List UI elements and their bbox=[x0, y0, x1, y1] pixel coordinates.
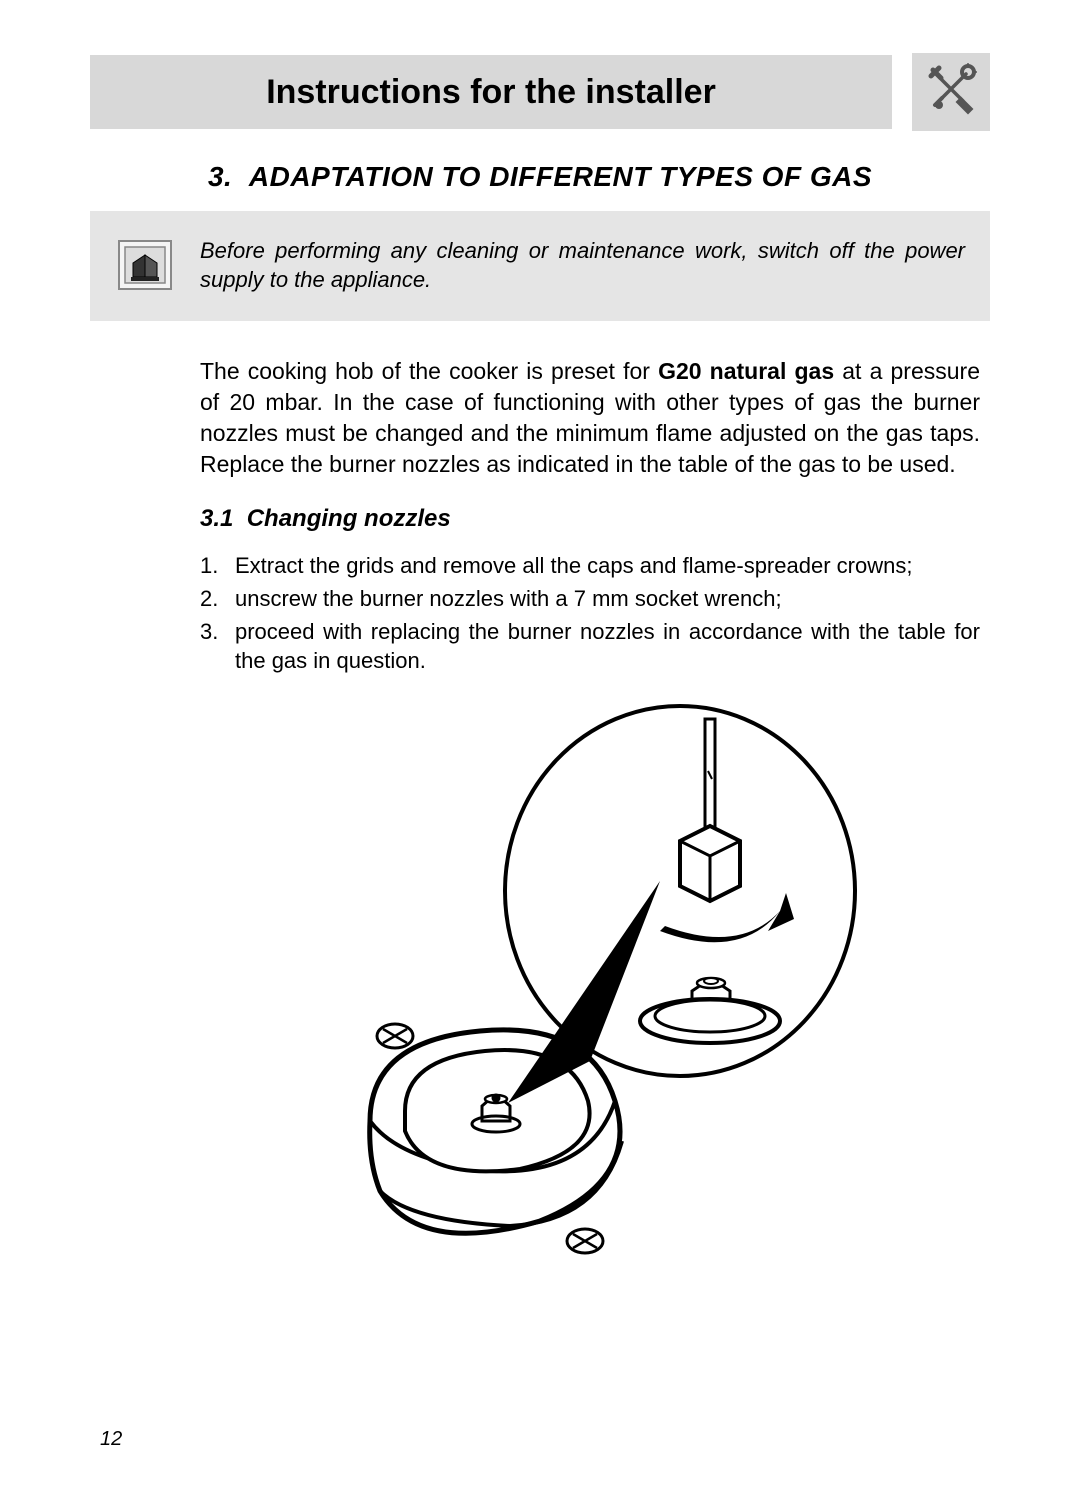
section-title-text: ADAPTATION TO DIFFERENT TYPES OF GAS bbox=[249, 161, 872, 192]
list-item: 1. Extract the grids and remove all the … bbox=[200, 551, 980, 581]
step-number: 2. bbox=[200, 584, 235, 614]
step-text: unscrew the burner nozzles with a 7 mm s… bbox=[235, 584, 980, 614]
step-text: Extract the grids and remove all the cap… bbox=[235, 551, 980, 581]
warning-block: Before performing any cleaning or mainte… bbox=[90, 211, 990, 321]
para-bold: G20 natural gas bbox=[658, 358, 834, 384]
subsection-title: 3.1 Changing nozzles bbox=[200, 505, 980, 533]
page-title: Instructions for the installer bbox=[90, 55, 892, 129]
section-number: 3. bbox=[208, 161, 232, 192]
list-item: 3. proceed with replacing the burner noz… bbox=[200, 617, 980, 676]
para-text-a: The cooking hob of the cooker is preset … bbox=[200, 358, 658, 384]
page-number: 12 bbox=[100, 1428, 122, 1451]
step-text: proceed with replacing the burner nozzle… bbox=[235, 617, 980, 676]
list-item: 2. unscrew the burner nozzles with a 7 m… bbox=[200, 584, 980, 614]
intro-paragraph: The cooking hob of the cooker is preset … bbox=[200, 356, 980, 480]
nozzle-diagram bbox=[200, 701, 980, 1271]
diagram-svg bbox=[310, 701, 870, 1271]
switch-icon bbox=[90, 237, 200, 295]
steps-list: 1. Extract the grids and remove all the … bbox=[200, 551, 980, 676]
step-number: 3. bbox=[200, 617, 235, 676]
content-area: The cooking hob of the cooker is preset … bbox=[200, 356, 990, 1271]
warning-text: Before performing any cleaning or mainte… bbox=[200, 237, 965, 294]
tools-icon bbox=[912, 53, 990, 131]
subsection-number: 3.1 bbox=[200, 505, 233, 532]
section-title: 3. ADAPTATION TO DIFFERENT TYPES OF GAS bbox=[90, 161, 990, 193]
header-bar: Instructions for the installer bbox=[90, 53, 990, 131]
subsection-title-text: Changing nozzles bbox=[247, 505, 451, 532]
step-number: 1. bbox=[200, 551, 235, 581]
